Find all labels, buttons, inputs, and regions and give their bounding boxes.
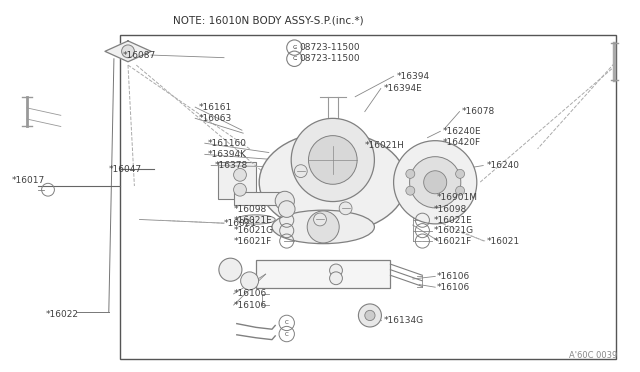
Circle shape xyxy=(308,136,357,184)
Circle shape xyxy=(358,304,381,327)
Text: *16098: *16098 xyxy=(434,205,467,214)
Text: *16017: *16017 xyxy=(12,176,45,185)
Text: *16240E: *16240E xyxy=(443,127,481,136)
Text: *16106: *16106 xyxy=(436,272,470,281)
Circle shape xyxy=(456,186,465,195)
Circle shape xyxy=(122,45,134,58)
Circle shape xyxy=(330,264,342,277)
Text: NOTE: 16010N BODY ASSY-S.P.(inc.*): NOTE: 16010N BODY ASSY-S.P.(inc.*) xyxy=(173,16,364,25)
Text: *16394: *16394 xyxy=(397,72,430,81)
Text: *16161: *16161 xyxy=(198,103,232,112)
Circle shape xyxy=(365,310,375,321)
Circle shape xyxy=(294,165,307,177)
Text: *16901M: *16901M xyxy=(436,193,477,202)
Circle shape xyxy=(234,169,246,181)
Circle shape xyxy=(339,202,352,215)
Ellipse shape xyxy=(272,210,374,244)
Circle shape xyxy=(314,213,326,226)
Text: *16087: *16087 xyxy=(123,51,156,60)
Text: *16021E: *16021E xyxy=(234,216,273,225)
Circle shape xyxy=(456,169,465,178)
Text: *16134G: *16134G xyxy=(384,316,424,325)
Text: *16021F: *16021F xyxy=(234,237,272,246)
Bar xyxy=(218,162,256,199)
Text: *16098: *16098 xyxy=(234,205,267,214)
Text: 08723-11500: 08723-11500 xyxy=(300,43,360,52)
Bar xyxy=(120,35,616,359)
Ellipse shape xyxy=(237,215,275,224)
Circle shape xyxy=(394,141,477,224)
Text: A'60C 0039: A'60C 0039 xyxy=(570,351,618,360)
Circle shape xyxy=(406,169,415,178)
Text: *16021G: *16021G xyxy=(434,226,474,235)
Text: *16394K: *16394K xyxy=(208,150,247,159)
Text: *16078: *16078 xyxy=(462,107,495,116)
Text: *16106: *16106 xyxy=(436,283,470,292)
Circle shape xyxy=(234,183,246,196)
Circle shape xyxy=(410,157,461,208)
Ellipse shape xyxy=(259,132,406,232)
Text: C: C xyxy=(292,45,296,50)
Bar xyxy=(256,260,390,288)
Text: C: C xyxy=(285,331,289,337)
Text: *16420F: *16420F xyxy=(443,138,481,147)
Text: *16021G: *16021G xyxy=(234,226,274,235)
Text: *16021H: *16021H xyxy=(365,141,404,150)
Circle shape xyxy=(307,211,339,243)
Text: *16394E: *16394E xyxy=(384,84,423,93)
Text: 08723-11500: 08723-11500 xyxy=(300,54,360,63)
Text: *16378: *16378 xyxy=(214,161,248,170)
Circle shape xyxy=(219,258,242,281)
Circle shape xyxy=(406,186,415,195)
Circle shape xyxy=(275,191,294,211)
Text: *16021E: *16021E xyxy=(434,216,473,225)
Text: C: C xyxy=(285,320,289,326)
Text: *16240: *16240 xyxy=(486,161,520,170)
Text: *16021: *16021 xyxy=(486,237,520,246)
Bar xyxy=(234,192,282,205)
Text: *16106: *16106 xyxy=(234,301,267,310)
Polygon shape xyxy=(105,41,151,62)
Text: *16063: *16063 xyxy=(198,114,232,123)
Circle shape xyxy=(424,171,447,194)
Circle shape xyxy=(330,272,342,285)
Text: *16021F: *16021F xyxy=(434,237,472,246)
Circle shape xyxy=(241,272,259,290)
Text: *16047: *16047 xyxy=(109,165,142,174)
Text: *16022: *16022 xyxy=(46,310,79,319)
Circle shape xyxy=(291,118,374,202)
Text: C: C xyxy=(292,56,296,61)
Text: *16021: *16021 xyxy=(224,219,257,228)
Text: *16106: *16106 xyxy=(234,289,267,298)
Text: *161160: *161160 xyxy=(208,139,247,148)
Circle shape xyxy=(278,201,295,217)
